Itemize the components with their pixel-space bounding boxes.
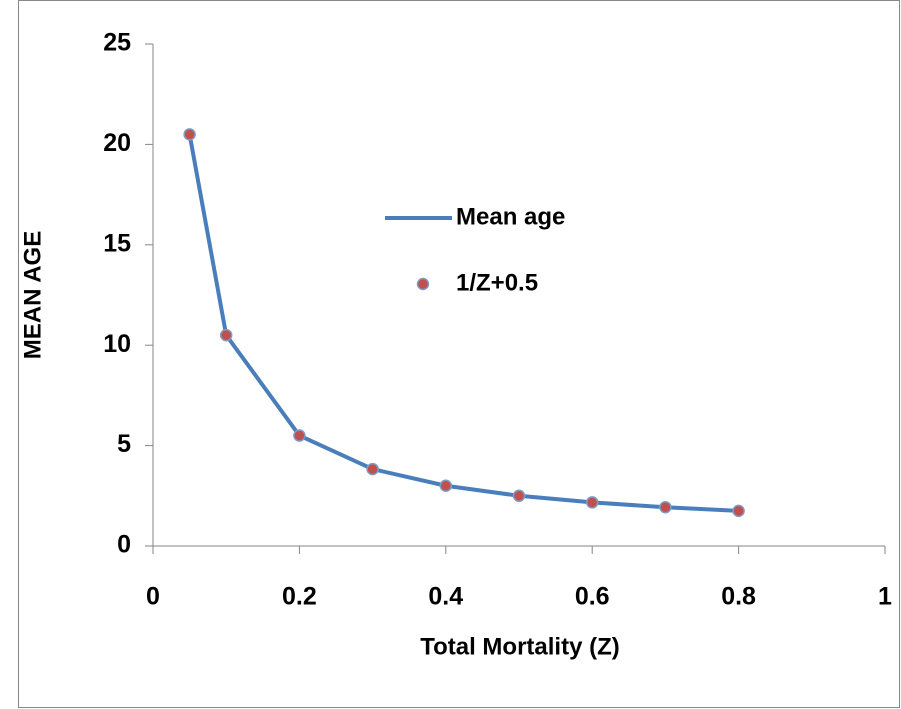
x-axis-title: Total Mortality (Z) xyxy=(420,633,620,660)
data-point xyxy=(659,500,672,514)
legend-label: 1/Z+0.5 xyxy=(456,269,538,296)
data-point xyxy=(219,328,233,342)
y-tick-label: 20 xyxy=(103,129,131,157)
x-tick-label: 0.6 xyxy=(575,583,610,611)
y-tick-label: 5 xyxy=(117,430,131,458)
y-tick-label: 15 xyxy=(103,229,131,257)
data-point xyxy=(732,504,745,518)
x-tick-label: 0.8 xyxy=(721,583,756,611)
legend-marker xyxy=(416,277,430,291)
y-tick-label: 0 xyxy=(117,531,131,559)
data-point xyxy=(183,128,196,141)
x-tick-label: 0.2 xyxy=(282,583,317,611)
data-point xyxy=(366,462,379,476)
y-tick-label: 10 xyxy=(103,330,131,358)
data-point xyxy=(439,479,453,493)
data-point xyxy=(293,429,306,442)
data-point xyxy=(585,496,599,509)
data-point xyxy=(512,489,526,503)
y-axis-title: MEAN AGE xyxy=(19,231,46,359)
y-tick-label: 25 xyxy=(103,29,131,57)
x-tick-label: 0 xyxy=(146,583,160,611)
legend-label: Mean age xyxy=(456,203,565,230)
x-tick-label: 1 xyxy=(878,583,892,611)
chart-frame xyxy=(18,0,900,708)
x-tick-label: 0.4 xyxy=(428,583,463,611)
